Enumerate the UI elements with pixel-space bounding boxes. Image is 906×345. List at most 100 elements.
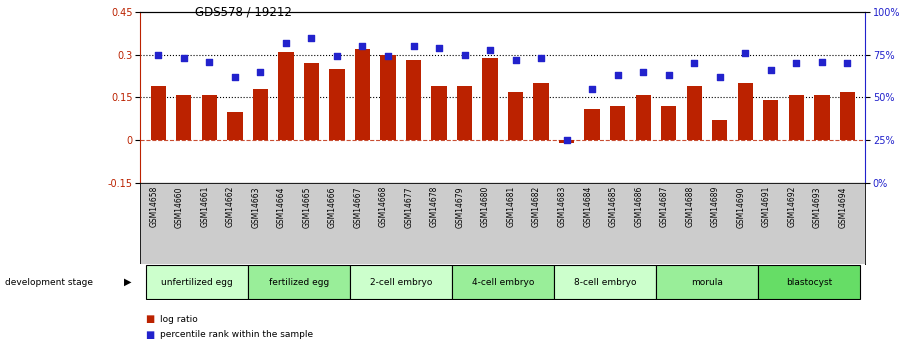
Bar [150,86,166,140]
Point [814,59,829,65]
Bar [176,95,191,140]
Text: morula: morula [691,277,723,287]
Point [585,86,600,92]
Bar [635,95,651,140]
Point [789,61,804,66]
Bar [247,265,350,299]
Text: percentile rank within the sample: percentile rank within the sample [160,330,313,339]
Text: GSM14688: GSM14688 [685,186,694,227]
Text: GSM14661: GSM14661 [200,186,209,227]
Bar [350,265,452,299]
Point [355,43,370,49]
Point [202,59,217,65]
Text: GSM14679: GSM14679 [456,186,465,228]
Bar [554,265,656,299]
Text: GSM14667: GSM14667 [353,186,362,228]
Bar [687,86,702,140]
Bar [253,89,268,140]
Text: GSM14685: GSM14685 [609,186,618,227]
Text: GSM14664: GSM14664 [277,186,286,228]
Bar [661,106,677,140]
Point [151,52,166,58]
Bar [559,140,574,143]
Text: GSM14663: GSM14663 [251,186,260,228]
Bar [406,60,421,140]
Text: GSM14665: GSM14665 [303,186,312,228]
Text: blastocyst: blastocyst [786,277,833,287]
Point [636,69,651,75]
Point [458,52,472,58]
Bar [202,95,217,140]
Text: GSM14666: GSM14666 [328,186,337,228]
Text: GSM14678: GSM14678 [430,186,439,227]
Text: GSM14680: GSM14680 [481,186,490,227]
Bar [763,100,778,140]
Text: fertilized egg: fertilized egg [268,277,329,287]
Text: GSM14684: GSM14684 [583,186,593,227]
Bar [508,92,524,140]
Bar [656,265,758,299]
Bar [457,86,472,140]
Bar [788,95,804,140]
Bar [329,69,344,140]
Text: development stage: development stage [5,277,92,287]
Point [253,69,267,75]
Text: GSM14658: GSM14658 [149,186,159,227]
Point [712,74,727,80]
Text: GSM14691: GSM14691 [762,186,771,227]
Text: ▶: ▶ [124,277,131,287]
Point [611,72,625,78]
Bar [304,63,319,140]
Point [304,35,319,40]
Text: GSM14681: GSM14681 [506,186,516,227]
Text: GSM14694: GSM14694 [838,186,847,228]
Bar [840,92,855,140]
Bar [482,58,497,140]
Bar [381,55,396,140]
Text: unfertilized egg: unfertilized egg [160,277,233,287]
Point [279,40,294,46]
Bar [534,83,549,140]
Point [559,137,573,143]
Text: ■: ■ [145,314,154,324]
Text: GSM14687: GSM14687 [660,186,669,227]
Text: GSM14692: GSM14692 [787,186,796,227]
Text: GSM14682: GSM14682 [532,186,541,227]
Text: log ratio: log ratio [160,315,198,324]
Point [764,67,778,73]
Point [840,61,854,66]
Bar [584,109,600,140]
Text: GSM14668: GSM14668 [379,186,388,227]
Bar [712,120,728,140]
Bar [737,83,753,140]
Text: GDS578 / 19212: GDS578 / 19212 [195,5,292,18]
Bar [278,52,294,140]
Point [177,56,191,61]
Bar [758,265,860,299]
Text: GSM14690: GSM14690 [737,186,746,228]
Text: GSM14677: GSM14677 [404,186,413,228]
Bar [814,95,830,140]
Point [483,47,497,52]
Point [508,57,523,63]
Text: GSM14693: GSM14693 [813,186,822,228]
Bar [227,112,243,140]
Bar [431,86,447,140]
Point [661,72,676,78]
Text: GSM14689: GSM14689 [711,186,719,227]
Point [381,54,395,59]
Text: 2-cell embryo: 2-cell embryo [370,277,432,287]
Point [432,45,447,51]
Point [738,50,753,56]
Text: GSM14660: GSM14660 [175,186,184,228]
Bar [452,265,554,299]
Point [330,54,344,59]
Bar [610,106,625,140]
Point [227,74,242,80]
Bar [146,265,247,299]
Text: ■: ■ [145,330,154,339]
Point [687,61,701,66]
Point [534,56,548,61]
Text: 8-cell embryo: 8-cell embryo [573,277,636,287]
Text: GSM14686: GSM14686 [634,186,643,227]
